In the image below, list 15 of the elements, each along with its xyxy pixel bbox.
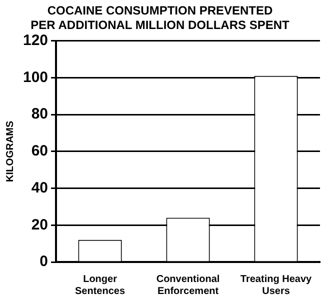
category-label: Conventional: [156, 274, 220, 285]
y-tick-label: 40: [31, 179, 48, 196]
category-label: Enforcement: [157, 286, 219, 297]
category-label: Sentences: [75, 286, 126, 297]
category-label: Treating Heavy: [240, 274, 312, 285]
category-label: Longer: [83, 274, 117, 285]
category-label: Users: [262, 286, 290, 297]
y-tick-label: 80: [31, 106, 48, 123]
y-axis-title: KILOGRAMS: [4, 120, 16, 182]
chart-title: COCAINE CONSUMPTION PREVENTED PER ADDITIONAL MILLION DOLLARS SPENT: [30, 4, 290, 32]
y-tick-label: 0: [40, 253, 48, 270]
y-tick-label: 120: [22, 32, 48, 49]
y-tick-label: 20: [31, 216, 48, 234]
y-tick-label: 60: [31, 142, 48, 160]
y-tick-label: 100: [22, 68, 48, 86]
